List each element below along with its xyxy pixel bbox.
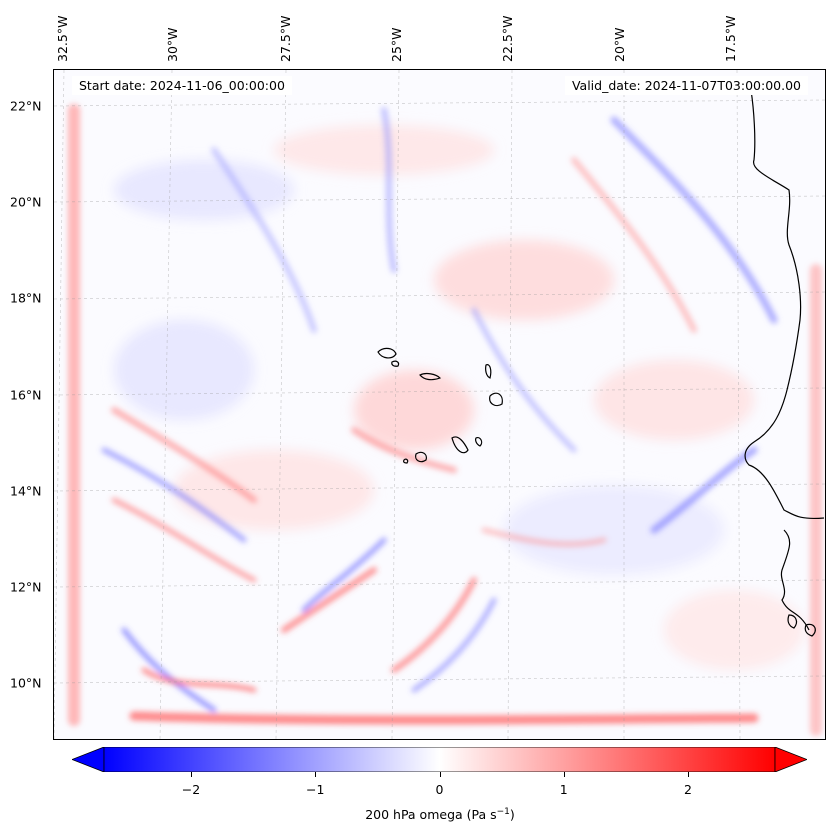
lat-tick-label: 18°N xyxy=(10,290,42,306)
colorbar xyxy=(72,747,807,772)
coastlines xyxy=(377,89,825,637)
cabo-verde-maio xyxy=(475,437,483,447)
lat-tick-label: 10°N xyxy=(10,675,42,691)
lon-tick-label: 25°W xyxy=(389,27,404,62)
omega-broad-patches xyxy=(114,125,804,670)
lon-tick-label: 22.5°W xyxy=(500,15,515,62)
lon-tick-label: 32.5°W xyxy=(55,15,70,62)
cabo-verde-sao-nicolau xyxy=(419,372,442,381)
cabo-verde-brava xyxy=(403,458,409,464)
cabo-verde-santo-antao xyxy=(377,347,397,359)
colorbar-tick-mark xyxy=(315,772,317,777)
colorbar-tick-label: 1 xyxy=(559,782,568,797)
colorbar-tick-label: −2 xyxy=(181,782,201,797)
lat-tick-label: 22°N xyxy=(10,98,42,114)
colorbar-tick-label: 2 xyxy=(684,782,692,797)
lon-tick-label: 20°W xyxy=(612,27,627,62)
colorbar-tick-label: −1 xyxy=(306,782,325,797)
colorbar-tick-label: 0 xyxy=(435,782,444,797)
lat-tick-label: 20°N xyxy=(10,194,42,210)
valid-date-label: Valid_date: 2024-11-07T03:00:00.00 xyxy=(564,76,808,95)
omega-field-map xyxy=(54,70,825,739)
cabo-verde-sao-vicente xyxy=(391,360,400,367)
colorbar-tick-mark xyxy=(439,772,441,777)
map-panel[interactable] xyxy=(53,69,826,740)
colorbar-gradient xyxy=(103,747,776,772)
colorbar-title-exponent: −1 xyxy=(496,807,510,817)
omega-streaks xyxy=(68,104,823,736)
colorbar-tick-mark xyxy=(688,772,690,777)
colorbar-title-end: ) xyxy=(509,807,515,823)
lon-tick-label: 30°W xyxy=(165,27,180,62)
graticule xyxy=(54,70,825,739)
lon-tick-label: 17.5°W xyxy=(723,15,738,62)
colorbar-extend-max xyxy=(774,747,807,772)
lat-tick-label: 12°N xyxy=(10,579,42,595)
start-date-label: Start date: 2024-11-06_00:00:00 xyxy=(72,76,292,95)
cabo-verde-santiago xyxy=(451,436,469,454)
lat-tick-label: 14°N xyxy=(10,483,42,499)
gulf-coast-islands xyxy=(787,614,816,637)
colorbar-title: 200 hPa omega (Pa s−1) xyxy=(365,807,515,822)
cabo-verde-boa-vista xyxy=(489,392,503,407)
lat-tick-label: 16°N xyxy=(10,387,42,403)
african-coastline xyxy=(744,89,825,631)
cabo-verde-fogo xyxy=(415,451,427,463)
colorbar-tick-mark xyxy=(563,772,565,777)
colorbar-extend-min xyxy=(72,747,105,772)
lon-tick-label: 27.5°W xyxy=(278,15,293,62)
colorbar-title-main: 200 hPa omega (Pa s xyxy=(365,807,497,823)
colorbar-tick-mark xyxy=(190,772,192,777)
cabo-verde-sal xyxy=(485,364,492,379)
